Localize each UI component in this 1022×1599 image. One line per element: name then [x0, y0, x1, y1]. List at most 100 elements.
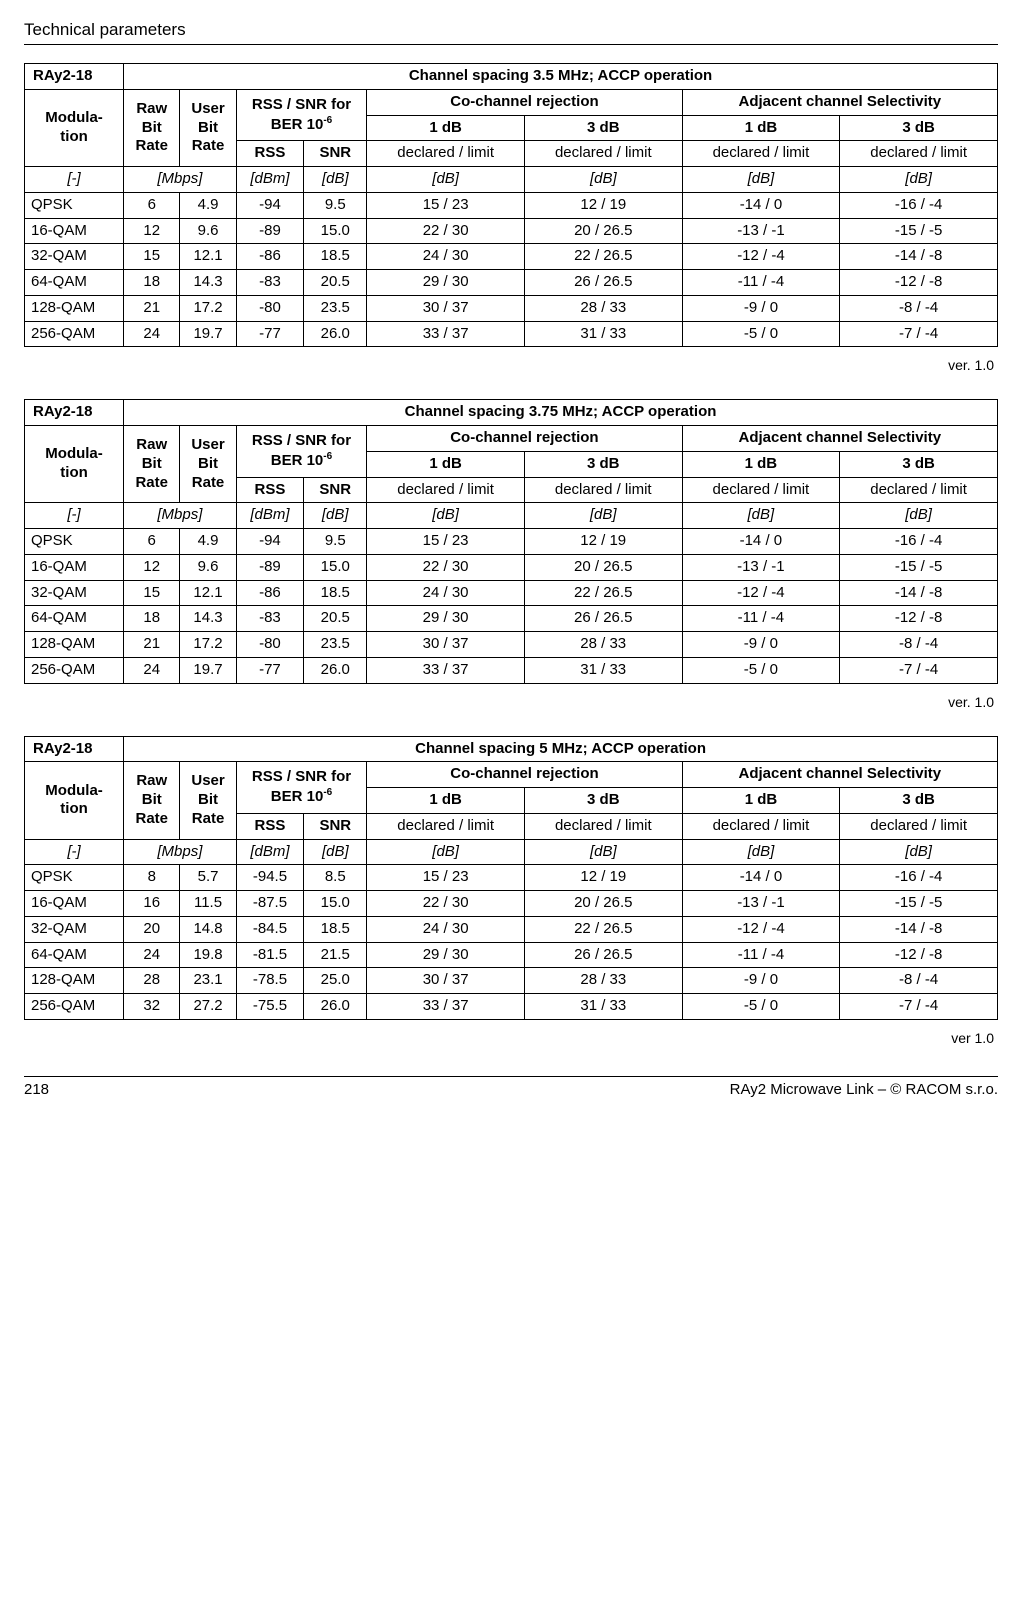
data-cell: -78.5: [236, 968, 304, 994]
data-cell: -16 / -4: [840, 865, 998, 891]
data-cell: 9.5: [304, 192, 367, 218]
data-cell: 128-QAM: [25, 968, 124, 994]
data-cell: 24 / 30: [367, 916, 525, 942]
data-cell: 23.5: [304, 295, 367, 321]
col-snr: SNR: [304, 141, 367, 167]
unit-cell: [dBm]: [236, 167, 304, 193]
data-cell: -89: [236, 554, 304, 580]
data-cell: -83: [236, 606, 304, 632]
data-cell: 29 / 30: [367, 270, 525, 296]
data-cell: 21.5: [304, 942, 367, 968]
col-rss-snr: RSS / SNR forBER 10-6: [236, 89, 367, 141]
data-cell: 20 / 26.5: [524, 554, 682, 580]
col-rss: RSS: [236, 477, 304, 503]
data-cell: 18.5: [304, 244, 367, 270]
data-cell: 31 / 33: [524, 657, 682, 683]
col-declared-limit: declared / limit: [524, 813, 682, 839]
data-cell: 256-QAM: [25, 994, 124, 1020]
col-db-header: 1 dB: [367, 451, 525, 477]
data-cell: 64-QAM: [25, 270, 124, 296]
col-declared-limit: declared / limit: [682, 141, 840, 167]
data-cell: 22 / 26.5: [524, 580, 682, 606]
data-cell: 33 / 37: [367, 994, 525, 1020]
col-cochannel: Co-channel rejection: [367, 762, 682, 788]
data-cell: 19.7: [180, 321, 236, 347]
data-cell: 25.0: [304, 968, 367, 994]
data-cell: -5 / 0: [682, 657, 840, 683]
data-cell: -86: [236, 244, 304, 270]
data-cell: 21: [124, 295, 180, 321]
data-cell: 24 / 30: [367, 244, 525, 270]
table-row: 64-QAM1814.3-8320.529 / 3026 / 26.5-11 /…: [25, 270, 998, 296]
data-cell: 9.6: [180, 554, 236, 580]
col-declared-limit: declared / limit: [682, 477, 840, 503]
data-cell: 27.2: [180, 994, 236, 1020]
data-cell: 15.0: [304, 218, 367, 244]
data-cell: 26.0: [304, 657, 367, 683]
table-row: 16-QAM129.6-8915.022 / 3020 / 26.5-13 / …: [25, 218, 998, 244]
data-cell: 26.0: [304, 321, 367, 347]
data-cell: 14.3: [180, 606, 236, 632]
table-title: Channel spacing 3.5 MHz; ACCP operation: [124, 64, 998, 90]
data-cell: 22 / 30: [367, 891, 525, 917]
page-footer: 218 RAy2 Microwave Link – © RACOM s.r.o.: [24, 1076, 998, 1098]
col-declared-limit: declared / limit: [524, 141, 682, 167]
data-cell: 30 / 37: [367, 632, 525, 658]
col-db-header: 3 dB: [840, 788, 998, 814]
data-cell: 16-QAM: [25, 218, 124, 244]
data-cell: 23.5: [304, 632, 367, 658]
spec-table: RAy2-18Channel spacing 3.5 MHz; ACCP ope…: [24, 63, 998, 347]
col-db-header: 1 dB: [682, 115, 840, 141]
col-db-header: 3 dB: [524, 451, 682, 477]
table-title: Channel spacing 3.75 MHz; ACCP operation: [124, 400, 998, 426]
data-cell: 256-QAM: [25, 657, 124, 683]
data-cell: 12 / 19: [524, 192, 682, 218]
unit-cell: [dB]: [682, 839, 840, 865]
data-cell: 15.0: [304, 554, 367, 580]
data-cell: 20: [124, 916, 180, 942]
table-row: 256-QAM2419.7-7726.033 / 3731 / 33-5 / 0…: [25, 321, 998, 347]
data-cell: 20 / 26.5: [524, 218, 682, 244]
data-cell: -80: [236, 295, 304, 321]
data-cell: -12 / -4: [682, 580, 840, 606]
col-adjacent: Adjacent channel Selectivity: [682, 762, 997, 788]
data-cell: -5 / 0: [682, 994, 840, 1020]
data-cell: 15: [124, 580, 180, 606]
data-cell: 16-QAM: [25, 554, 124, 580]
unit-cell: [dB]: [304, 167, 367, 193]
data-cell: 18: [124, 270, 180, 296]
data-cell: 15 / 23: [367, 529, 525, 555]
unit-cell: [dB]: [367, 839, 525, 865]
data-cell: 16: [124, 891, 180, 917]
data-cell: 24 / 30: [367, 580, 525, 606]
col-db-header: 3 dB: [524, 115, 682, 141]
data-cell: 6: [124, 192, 180, 218]
data-cell: 32-QAM: [25, 580, 124, 606]
data-cell: -11 / -4: [682, 606, 840, 632]
col-snr: SNR: [304, 477, 367, 503]
data-cell: -8 / -4: [840, 632, 998, 658]
data-cell: 30 / 37: [367, 295, 525, 321]
data-cell: 29 / 30: [367, 606, 525, 632]
data-cell: 20.5: [304, 270, 367, 296]
version-label: ver. 1.0: [24, 357, 994, 373]
data-cell: 33 / 37: [367, 657, 525, 683]
unit-cell: [dB]: [682, 167, 840, 193]
data-cell: 64-QAM: [25, 942, 124, 968]
col-modulation: Modula-tion: [25, 426, 124, 503]
data-cell: QPSK: [25, 529, 124, 555]
data-cell: 22 / 26.5: [524, 916, 682, 942]
data-cell: 28 / 33: [524, 632, 682, 658]
data-cell: 15 / 23: [367, 192, 525, 218]
data-cell: -14 / -8: [840, 244, 998, 270]
col-db-header: 3 dB: [524, 788, 682, 814]
data-cell: 12 / 19: [524, 529, 682, 555]
data-cell: 9.6: [180, 218, 236, 244]
data-cell: 15 / 23: [367, 865, 525, 891]
data-cell: -15 / -5: [840, 554, 998, 580]
data-cell: 18.5: [304, 916, 367, 942]
col-db-header: 1 dB: [682, 451, 840, 477]
data-cell: 31 / 33: [524, 321, 682, 347]
col-adjacent: Adjacent channel Selectivity: [682, 89, 997, 115]
col-db-header: 1 dB: [367, 788, 525, 814]
